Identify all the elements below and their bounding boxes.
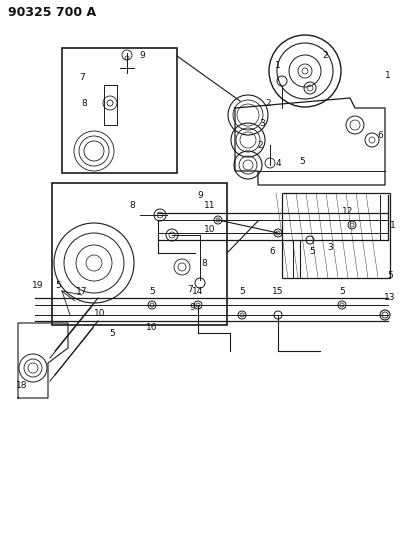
Bar — [62, 48, 177, 173]
Text: 1: 1 — [275, 61, 281, 69]
Text: 5: 5 — [309, 246, 315, 255]
Text: 5: 5 — [387, 271, 393, 279]
Bar — [52, 183, 227, 325]
Text: 5: 5 — [109, 328, 115, 337]
Text: 9: 9 — [189, 303, 195, 311]
Text: 12: 12 — [342, 206, 354, 215]
Text: 2: 2 — [322, 51, 328, 60]
Text: 7: 7 — [79, 74, 85, 83]
Text: 6: 6 — [269, 246, 275, 255]
Text: 1: 1 — [390, 221, 396, 230]
Text: 2: 2 — [265, 99, 271, 108]
Text: 6: 6 — [377, 131, 383, 140]
Text: 11: 11 — [204, 200, 216, 209]
Text: 16: 16 — [146, 324, 158, 333]
Text: 2: 2 — [257, 141, 263, 149]
Text: 7: 7 — [187, 286, 193, 295]
Bar — [282, 193, 390, 278]
Text: 5: 5 — [339, 287, 345, 295]
Text: 14: 14 — [192, 287, 204, 295]
Text: 18: 18 — [16, 381, 28, 390]
Text: 5: 5 — [55, 280, 61, 289]
Text: 4: 4 — [275, 158, 281, 167]
Text: 10: 10 — [94, 309, 106, 318]
Text: 9: 9 — [197, 190, 203, 199]
Text: 17: 17 — [76, 287, 88, 295]
Text: 5: 5 — [239, 287, 245, 295]
Text: 3: 3 — [327, 244, 333, 253]
Text: 8: 8 — [129, 200, 135, 209]
Text: 5: 5 — [299, 157, 305, 166]
Text: 9: 9 — [139, 51, 145, 60]
Text: 8: 8 — [81, 99, 87, 108]
Text: 5: 5 — [149, 287, 155, 295]
Text: 3: 3 — [259, 118, 265, 127]
Text: 13: 13 — [384, 294, 396, 303]
Text: 90325 700 A: 90325 700 A — [8, 5, 96, 19]
Text: 19: 19 — [32, 280, 44, 289]
Text: 1: 1 — [385, 70, 391, 79]
Text: 10: 10 — [204, 225, 216, 235]
Text: 8: 8 — [201, 259, 207, 268]
Text: 15: 15 — [272, 287, 284, 295]
